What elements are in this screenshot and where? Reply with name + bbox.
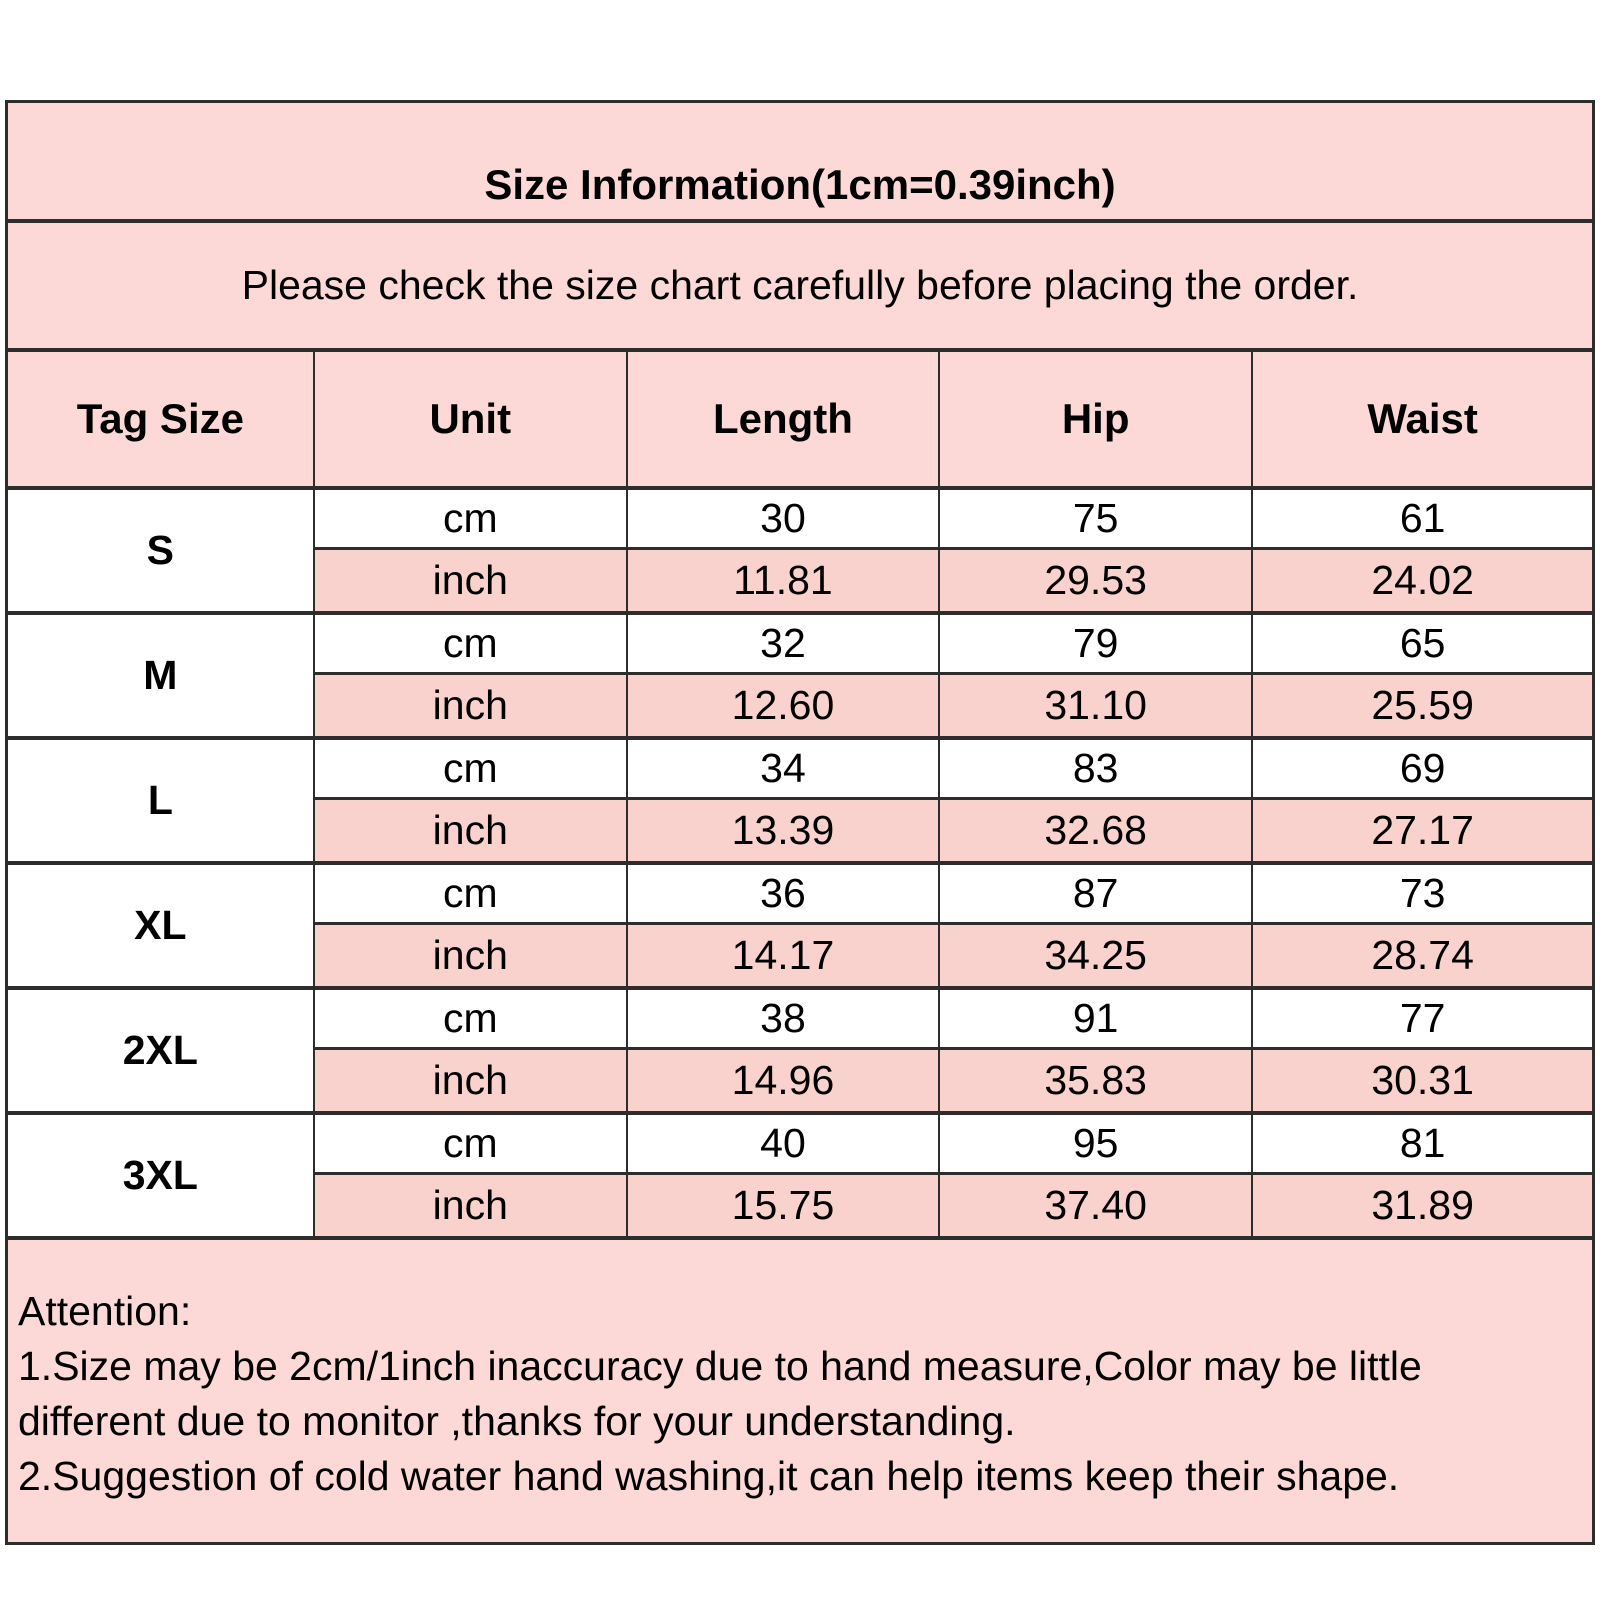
waist-value: 30.31	[1251, 1047, 1595, 1115]
length-value: 30	[625, 486, 941, 550]
column-header-waist: Waist	[1251, 348, 1595, 490]
hip-value: 95	[938, 1111, 1254, 1175]
hip-value: 35.83	[938, 1047, 1254, 1115]
tag-size-m: M	[5, 611, 315, 740]
unit-label: cm	[312, 861, 628, 925]
waist-value: 77	[1251, 986, 1595, 1050]
unit-label: inch	[312, 547, 628, 615]
tag-size-s: S	[5, 486, 315, 615]
size-row-m-cm: M cm 32 79 65	[5, 611, 1595, 740]
unit-label: inch	[312, 1172, 628, 1240]
hip-value: 83	[938, 736, 1254, 800]
tag-size-l: L	[5, 736, 315, 865]
size-row-s-inch: inch 11.81 29.53 24.02	[7, 547, 1595, 615]
unit-label: cm	[312, 1111, 628, 1175]
size-row-s-cm: S cm 30 75 61	[5, 486, 1595, 615]
waist-value: 28.74	[1251, 922, 1595, 990]
unit-label: cm	[312, 611, 628, 675]
length-value: 36	[625, 861, 941, 925]
tag-size-xl: XL	[5, 861, 315, 990]
length-value: 38	[625, 986, 941, 1050]
unit-label: inch	[312, 922, 628, 990]
waist-value: 65	[1251, 611, 1595, 675]
hip-value: 75	[938, 486, 1254, 550]
length-value: 11.81	[625, 547, 941, 615]
length-value: 40	[625, 1111, 941, 1175]
column-header-hip: Hip	[938, 348, 1254, 490]
length-value: 14.17	[625, 922, 941, 990]
column-header-tag-size: Tag Size	[5, 348, 315, 490]
length-value: 13.39	[625, 797, 941, 865]
waist-value: 69	[1251, 736, 1595, 800]
size-row-3xl-cm: 3XL cm 40 95 81	[5, 1111, 1595, 1240]
hip-value: 87	[938, 861, 1254, 925]
length-value: 15.75	[625, 1172, 941, 1240]
size-row-3xl-inch: inch 15.75 37.40 31.89	[7, 1172, 1595, 1240]
waist-value: 25.59	[1251, 672, 1595, 740]
size-row-l-cm: L cm 34 83 69	[5, 736, 1595, 865]
waist-value: 61	[1251, 486, 1595, 550]
waist-value: 27.17	[1251, 797, 1595, 865]
subtitle-note: Please check the size chart carefully be…	[5, 219, 1595, 352]
size-chart-table: Size Information(1cm=0.39inch) Please ch…	[5, 100, 1595, 1545]
column-header-length: Length	[625, 348, 941, 490]
attention-note: Attention: 1.Size may be 2cm/1inch inacc…	[18, 1284, 1578, 1504]
hip-value: 34.25	[938, 922, 1254, 990]
waist-value: 24.02	[1251, 547, 1595, 615]
size-row-m-inch: inch 12.60 31.10 25.59	[7, 672, 1595, 740]
hip-value: 32.68	[938, 797, 1254, 865]
column-header-row: Tag Size Unit Length Hip Waist	[5, 348, 1595, 490]
subtitle-banner-row: Please check the size chart carefully be…	[5, 219, 1595, 352]
waist-value: 31.89	[1251, 1172, 1595, 1240]
unit-label: inch	[312, 797, 628, 865]
attention-note-2: 2.Suggestion of cold water hand washing,…	[18, 1453, 1400, 1499]
size-row-2xl-inch: inch 14.96 35.83 30.31	[7, 1047, 1595, 1115]
page-title: Size Information(1cm=0.39inch)	[5, 100, 1595, 223]
title-banner-row: Size Information(1cm=0.39inch)	[5, 100, 1595, 223]
hip-value: 91	[938, 986, 1254, 1050]
unit-label: inch	[312, 672, 628, 740]
tag-size-2xl: 2XL	[5, 986, 315, 1115]
length-value: 12.60	[625, 672, 941, 740]
size-row-l-inch: inch 13.39 32.68 27.17	[7, 797, 1595, 865]
size-row-2xl-cm: 2XL cm 38 91 77	[5, 986, 1595, 1115]
attention-note-1: 1.Size may be 2cm/1inch inaccuracy due t…	[18, 1343, 1422, 1444]
waist-value: 73	[1251, 861, 1595, 925]
column-header-unit: Unit	[312, 348, 628, 490]
waist-value: 81	[1251, 1111, 1595, 1175]
unit-label: cm	[312, 736, 628, 800]
length-value: 34	[625, 736, 941, 800]
hip-value: 79	[938, 611, 1254, 675]
length-value: 32	[625, 611, 941, 675]
unit-label: inch	[312, 1047, 628, 1115]
unit-label: cm	[312, 486, 628, 550]
size-row-xl-inch: inch 14.17 34.25 28.74	[7, 922, 1595, 990]
unit-label: cm	[312, 986, 628, 1050]
hip-value: 29.53	[938, 547, 1254, 615]
hip-value: 31.10	[938, 672, 1254, 740]
length-value: 14.96	[625, 1047, 941, 1115]
tag-size-3xl: 3XL	[5, 1111, 315, 1240]
hip-value: 37.40	[938, 1172, 1254, 1240]
size-row-xl-cm: XL cm 36 87 73	[5, 861, 1595, 990]
attention-heading: Attention:	[18, 1288, 192, 1334]
attention-row: Attention: 1.Size may be 2cm/1inch inacc…	[5, 1236, 1595, 1545]
